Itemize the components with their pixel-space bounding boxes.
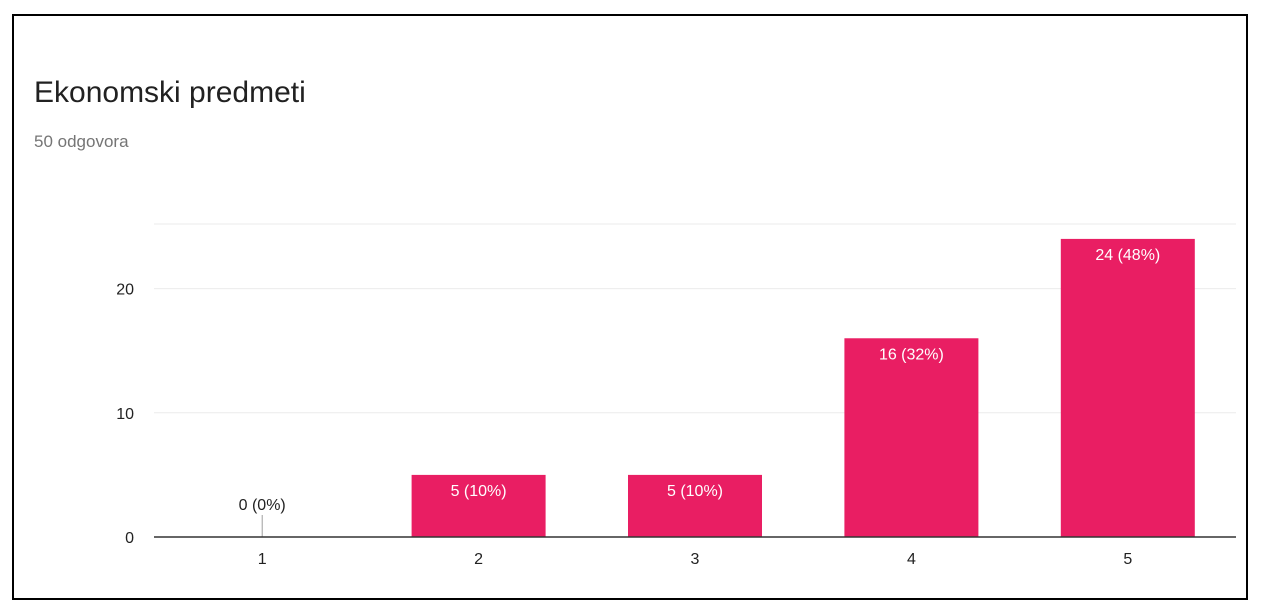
x-tick-label: 4: [907, 551, 916, 568]
x-tick-label: 3: [691, 551, 700, 568]
data-label: 16 (32%): [879, 346, 944, 363]
chart-title: Ekonomski predmeti: [34, 76, 306, 109]
data-label: 0 (0%): [239, 497, 286, 514]
bar: [844, 338, 979, 537]
y-tick-label: 20: [116, 282, 134, 299]
bar: [411, 474, 546, 537]
bar: [1060, 238, 1195, 537]
y-tick-label: 0: [125, 530, 134, 547]
chart-card: Ekonomski predmeti 50 odgovora 0 10 20 0 (0…: [12, 14, 1248, 600]
x-tick-label: 1: [258, 551, 267, 568]
bar-chart: 0 10 20 0 (0%) 1 5 (10%) 2 5 (10%) 3 16 (32%) 4 24 …: [116, 223, 1236, 568]
response-count: 50 odgovora: [34, 132, 129, 151]
y-tick-label: 10: [116, 406, 134, 423]
bar: [628, 474, 762, 537]
data-label: 5 (10%): [451, 483, 507, 500]
x-tick-label: 2: [474, 551, 483, 568]
data-label: 5 (10%): [667, 483, 723, 500]
data-label: 24 (48%): [1095, 247, 1160, 264]
x-tick-label: 5: [1123, 551, 1132, 568]
